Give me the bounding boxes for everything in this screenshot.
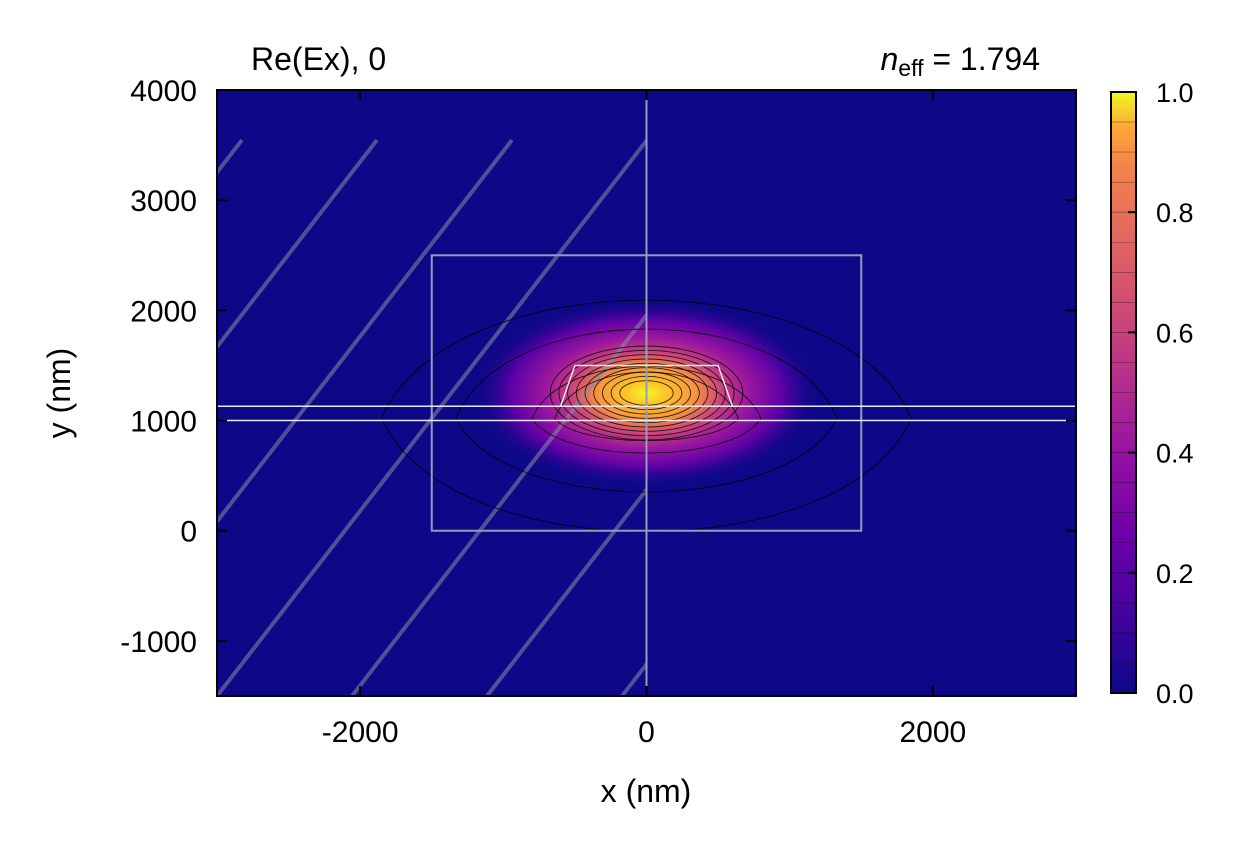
colorbar-tick-label: 0.4 [1156, 439, 1194, 469]
axis-ticks: -2000 0 2000 -1000 0 1000 2000 3000 4000 [120, 75, 1076, 749]
x-tick-label: -2000 [322, 716, 399, 749]
colorbar-tick-label: 0.0 [1156, 679, 1194, 709]
contour-line [531, 365, 762, 454]
y-axis-label: y (nm) [41, 348, 77, 439]
colorbar: 0.0 0.2 0.4 0.6 0.8 1.0 [1110, 78, 1194, 709]
x-tick-label: 2000 [899, 716, 966, 749]
title-left: Re(Ex), 0 [251, 41, 386, 77]
y-tick-label: 4000 [130, 75, 197, 108]
waveguide-outline [559, 364, 734, 407]
hatch-line [217, 138, 514, 525]
y-tick-label: 1000 [130, 406, 197, 439]
y-tick-label: -1000 [120, 626, 197, 659]
colorbar-tick-label: 1.0 [1156, 78, 1194, 108]
y-tick-label: 2000 [130, 295, 197, 328]
contour-line [381, 299, 912, 532]
colorbar-tick-label: 0.6 [1156, 318, 1194, 348]
colorbar-frame [1110, 91, 1137, 694]
colorbar-tick-label: 0.8 [1156, 198, 1194, 228]
colorbar-tick-label: 0.2 [1156, 559, 1194, 589]
waveguide-structure [217, 90, 1076, 696]
hatch-line [485, 486, 647, 696]
hatch-line [217, 138, 244, 176]
hatch-line [350, 311, 647, 696]
colorbar-gradient [1111, 92, 1136, 693]
hatch-line [217, 138, 379, 351]
colorbar-ticks: 0.0 0.2 0.4 0.6 0.8 1.0 [1128, 78, 1194, 709]
y-tick-label: 3000 [130, 185, 197, 218]
title-right: neff = 1.794 [881, 41, 1041, 81]
contour-line [455, 328, 838, 493]
y-tick-label: 0 [180, 516, 197, 549]
neff-subscript: eff [898, 55, 924, 81]
neff-symbol: n [881, 41, 899, 77]
neff-value: = 1.794 [923, 41, 1040, 77]
contour-line [554, 371, 739, 442]
x-axis-label: x (nm) [601, 773, 692, 809]
plot-area [217, 90, 1076, 696]
x-tick-label: 0 [638, 716, 655, 749]
